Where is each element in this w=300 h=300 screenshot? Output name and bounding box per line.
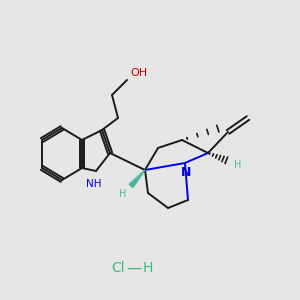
Text: H: H <box>119 189 127 199</box>
Text: —: — <box>126 260 142 275</box>
Text: NH: NH <box>86 179 102 189</box>
Text: Cl: Cl <box>111 261 125 275</box>
Polygon shape <box>129 170 145 188</box>
Text: H: H <box>143 261 153 275</box>
Text: OH: OH <box>130 68 147 78</box>
Text: N: N <box>181 167 191 179</box>
Text: H: H <box>234 160 242 170</box>
